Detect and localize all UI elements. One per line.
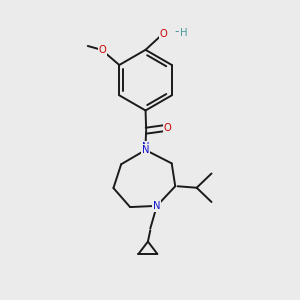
Text: N: N — [142, 142, 149, 152]
Text: N: N — [153, 201, 160, 211]
Text: O: O — [164, 123, 171, 133]
Text: O: O — [99, 45, 106, 55]
Text: N: N — [142, 145, 149, 155]
Text: H: H — [180, 28, 188, 38]
Text: -: - — [174, 26, 179, 38]
Text: O: O — [160, 29, 167, 39]
